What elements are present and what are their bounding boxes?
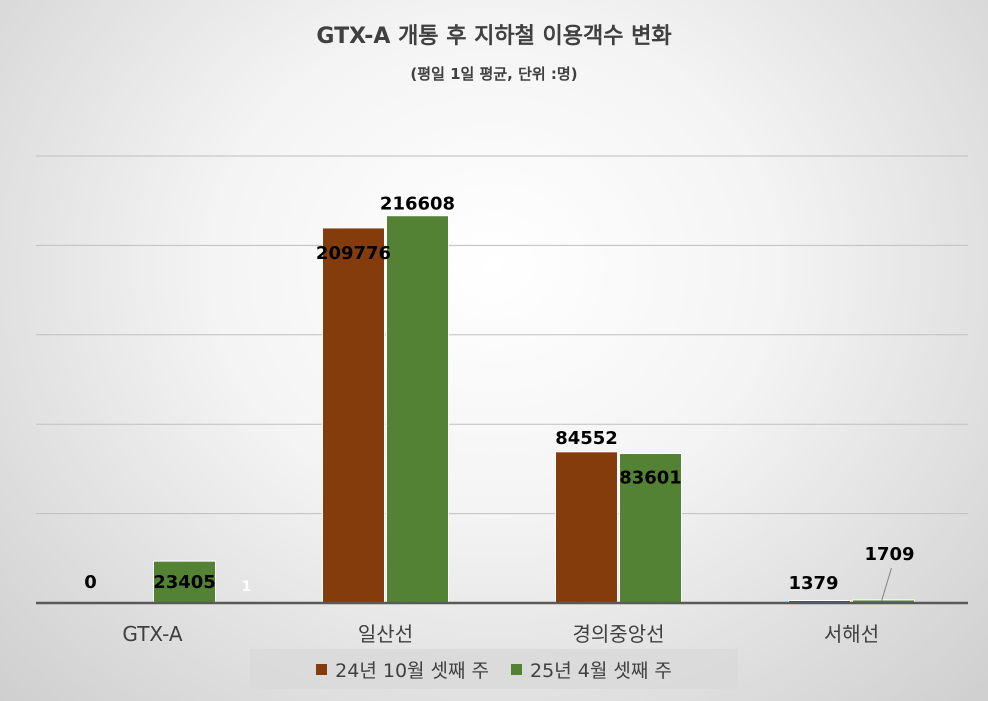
data-label-series-1-경의중앙선: 84552 (555, 428, 618, 449)
data-label-series-1-서해선: 1379 (788, 573, 838, 594)
data-label-leader-line (881, 567, 892, 602)
data-label-series-2-GTX-A: 23405 (153, 572, 216, 593)
legend-item-series-2: 25년 4월 셋째 주 (511, 656, 672, 683)
legend-swatch-series-2 (511, 663, 523, 675)
data-label-series-2-경의중앙선: 83601 (619, 468, 682, 489)
bar-series-1-경의중앙선 (555, 451, 618, 604)
chart-subtitle: (평일 1일 평균, 단위 :명) (410, 65, 578, 83)
data-label-series-1-GTX-A: 0 (84, 572, 97, 593)
legend-label-series-1: 24년 10월 셋째 주 (335, 659, 490, 682)
data-label-extra-annotation: 1 (242, 579, 252, 595)
data-label-series-2-일산선: 216608 (380, 194, 455, 215)
chart-legend: 24년 10월 셋째 주 25년 4월 셋째 주 (250, 649, 738, 689)
category-label: 서해선 (824, 622, 879, 646)
category-label: 일산선 (358, 622, 413, 646)
legend-label-series-2: 25년 4월 셋째 주 (530, 659, 672, 682)
bar-series-2-경의중앙선 (619, 453, 682, 604)
legend-item-series-1: 24년 10월 셋째 주 (316, 656, 489, 683)
bar-series-2-일산선 (386, 215, 449, 604)
data-label-series-1-일산선: 209776 (316, 243, 391, 264)
category-label: GTX-A (122, 622, 182, 646)
category-label: 경의중앙선 (573, 622, 665, 646)
data-label-series-2-서해선: 1709 (864, 544, 914, 565)
legend-swatch-series-1 (316, 663, 328, 675)
chart-title: GTX-A 개통 후 지하철 이용객수 변화 (316, 24, 672, 49)
bar-series-1-일산선 (322, 227, 385, 604)
